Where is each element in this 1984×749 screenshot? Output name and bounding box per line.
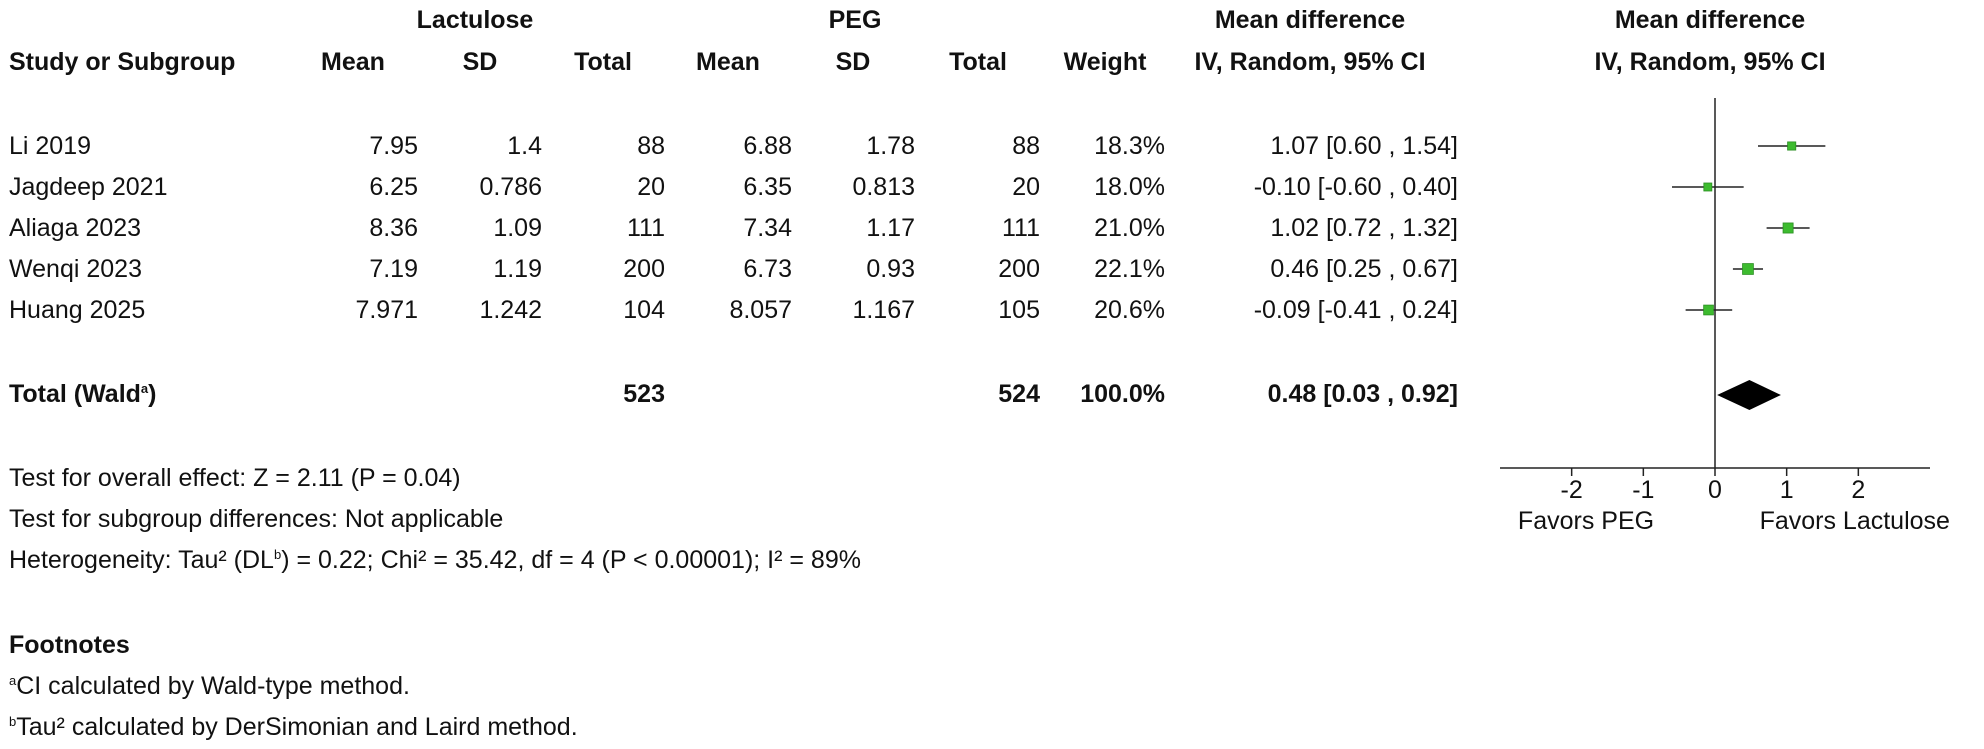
study-name: Li 2019 [9, 132, 92, 160]
point-estimate [1703, 304, 1714, 316]
col-total1: Total [574, 48, 632, 76]
ci-cell: 1.07 [0.60 , 1.54] [1270, 132, 1458, 160]
sd2-cell: 0.93 [866, 255, 915, 283]
total1-cell: 20 [637, 173, 665, 201]
favors-left-label: Favors PEG [1518, 507, 1654, 535]
mean2-cell: 8.057 [729, 296, 792, 324]
total-ci: 0.48 [0.03 , 0.92] [1267, 380, 1458, 408]
x-tick-label: 1 [1780, 476, 1794, 504]
ci-cell: -0.09 [-0.41 , 0.24] [1253, 296, 1458, 324]
col-total2: Total [949, 48, 1007, 76]
footnote-a: aCI calculated by Wald-type method. [9, 672, 410, 700]
total1-sum: 523 [623, 380, 665, 408]
footnote-b: bTau² calculated by DerSimonian and Lair… [9, 713, 578, 741]
col-study: Study or Subgroup [9, 48, 236, 76]
point-estimate [1742, 263, 1754, 275]
weight-cell: 18.3% [1094, 132, 1165, 160]
footnotes-title: Footnotes [9, 631, 130, 659]
weight-cell: 18.0% [1094, 173, 1165, 201]
sd1-cell: 1.242 [479, 296, 542, 324]
mean2-cell: 6.73 [743, 255, 792, 283]
mean1-cell: 6.25 [369, 173, 418, 201]
group1-header: Lactulose [416, 6, 534, 34]
x-tick-label: 2 [1851, 476, 1865, 504]
total1-cell: 111 [626, 214, 665, 242]
mean2-cell: 6.88 [743, 132, 792, 160]
pooled-diamond [1717, 380, 1781, 410]
mean1-cell: 7.19 [369, 255, 418, 283]
total1-cell: 88 [637, 132, 665, 160]
forest-plot: -2 -1 0 1 2 Favors PEG Favors Lactulose [1500, 98, 1950, 535]
study-name: Wenqi 2023 [9, 255, 142, 283]
overall-effect-test: Test for overall effect: Z = 2.11 (P = 0… [9, 464, 461, 492]
total-label: Total (Walda) [9, 380, 157, 408]
total2-cell: 200 [998, 255, 1040, 283]
sd2-cell: 0.813 [852, 173, 915, 201]
x-tick-label: -2 [1561, 476, 1583, 504]
mean2-cell: 6.35 [743, 173, 792, 201]
heterogeneity-text: Heterogeneity: Tau² (DLb) = 0.22; Chi² =… [9, 546, 861, 574]
mean2-cell: 7.34 [743, 214, 792, 242]
mean1-cell: 7.95 [369, 132, 418, 160]
total2-cell: 88 [1012, 132, 1040, 160]
x-tick-label: 0 [1708, 476, 1722, 504]
col-mean2: Mean [696, 48, 760, 76]
total2-cell: 20 [1012, 173, 1040, 201]
point-estimate [1782, 222, 1794, 234]
sd1-cell: 1.09 [493, 214, 542, 242]
total2-sum: 524 [998, 380, 1040, 408]
study-name: Huang 2025 [9, 296, 146, 324]
total-weight: 100.0% [1080, 380, 1165, 408]
mean1-cell: 7.971 [355, 296, 418, 324]
subgroup-test: Test for subgroup differences: Not appli… [9, 505, 504, 533]
group2-header: PEG [828, 6, 882, 34]
sd2-cell: 1.78 [866, 132, 915, 160]
sd2-cell: 1.17 [866, 214, 915, 242]
weight-cell: 21.0% [1094, 214, 1165, 242]
x-tick-label: -1 [1632, 476, 1654, 504]
ci-cell: 0.46 [0.25 , 0.67] [1270, 255, 1458, 283]
weight-cell: 20.6% [1094, 296, 1165, 324]
sd1-cell: 1.19 [493, 255, 542, 283]
col-sd1: SD [462, 48, 498, 76]
point-estimate [1703, 182, 1713, 192]
total2-cell: 111 [1001, 214, 1040, 242]
sd1-cell: 1.4 [507, 132, 542, 160]
col-sd2: SD [835, 48, 871, 76]
total2-cell: 105 [998, 296, 1040, 324]
study-name: Aliaga 2023 [9, 214, 142, 242]
weight-cell: 22.1% [1094, 255, 1165, 283]
mean1-cell: 8.36 [369, 214, 418, 242]
sd2-cell: 1.167 [852, 296, 915, 324]
favors-right-label: Favors Lactulose [1760, 507, 1950, 535]
plot-method: IV, Random, 95% CI [1594, 48, 1826, 76]
ci-cell: 1.02 [0.72 , 1.32] [1270, 214, 1458, 242]
sd1-cell: 0.786 [479, 173, 542, 201]
md-title: Mean difference [1214, 6, 1406, 34]
study-name: Jagdeep 2021 [9, 173, 168, 201]
col-mean1: Mean [321, 48, 385, 76]
md-method: IV, Random, 95% CI [1194, 48, 1426, 76]
col-weight: Weight [1063, 48, 1147, 76]
total1-cell: 104 [623, 296, 665, 324]
total1-cell: 200 [623, 255, 665, 283]
point-estimate [1787, 141, 1797, 151]
ci-cell: -0.10 [-0.60 , 0.40] [1253, 173, 1458, 201]
plot-title: Mean difference [1614, 6, 1806, 34]
